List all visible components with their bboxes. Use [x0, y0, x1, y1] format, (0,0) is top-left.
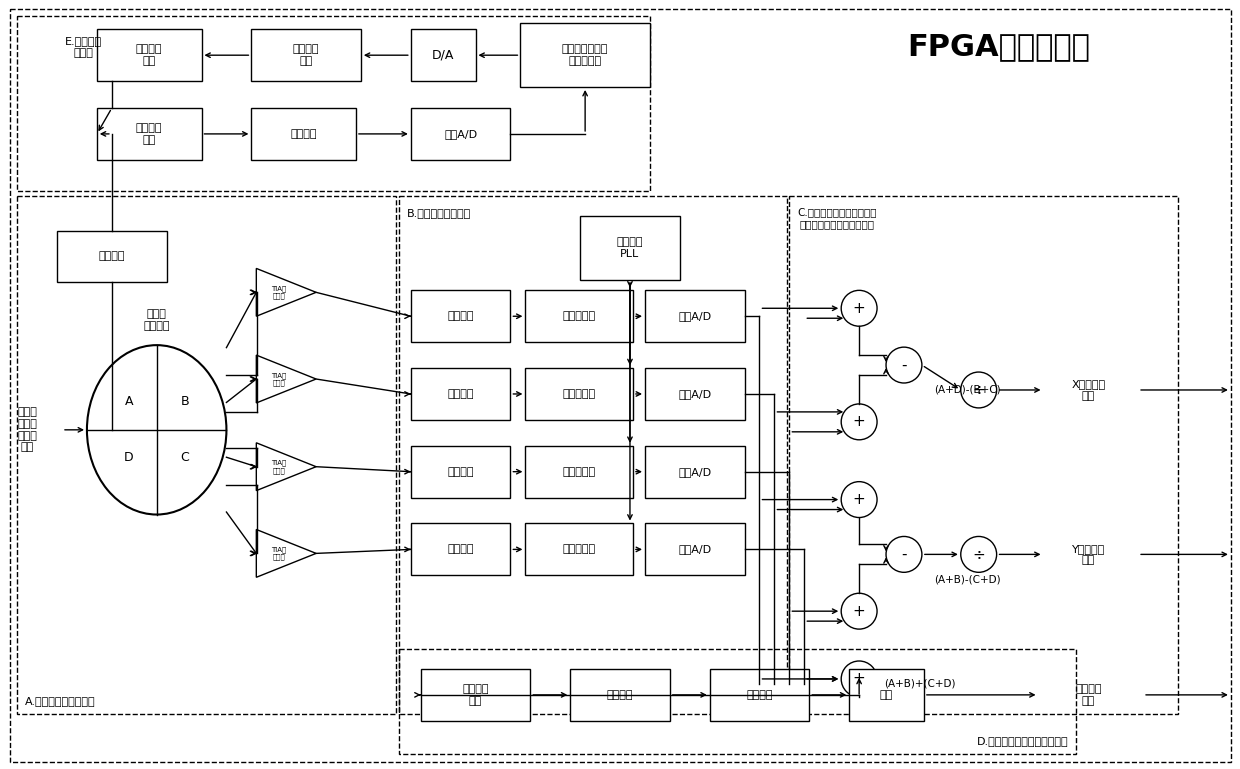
Text: C.位置误差计算、精跟踪控
制误差输出和通信信号提取: C.位置误差计算、精跟踪控 制误差输出和通信信号提取 [797, 208, 877, 229]
Bar [526, 524, 632, 575]
Bar [521, 23, 650, 87]
Bar [420, 669, 531, 721]
Text: X方向误差
输出: X方向误差 输出 [1071, 379, 1105, 401]
Text: ÷: ÷ [972, 547, 985, 562]
Bar [17, 195, 396, 714]
Text: A.光电转换和跨阻放大: A.光电转换和跨阻放大 [25, 696, 95, 706]
Text: B: B [180, 395, 188, 408]
Text: 高速A/D: 高速A/D [678, 389, 712, 399]
Text: 高速A/D: 高速A/D [678, 544, 712, 554]
Text: 温度与电压拟合
曲线查找表: 温度与电压拟合 曲线查找表 [562, 45, 609, 66]
Text: 输入模拟
滤波: 输入模拟 滤波 [136, 123, 162, 145]
Text: TIA跨
阻放大: TIA跨 阻放大 [272, 285, 286, 299]
Text: D: D [124, 451, 134, 464]
Text: A: A [124, 395, 133, 408]
Bar [97, 108, 202, 160]
Text: +: + [853, 492, 866, 507]
Text: TIA跨
阻放大: TIA跨 阻放大 [272, 372, 286, 386]
Bar [790, 195, 1178, 714]
Bar [645, 446, 744, 498]
Bar [410, 368, 511, 420]
Bar [645, 524, 744, 575]
Text: +: + [853, 604, 866, 619]
Text: 低噪声放大: 低噪声放大 [563, 544, 595, 554]
Text: (A+D)-(B+C): (A+D)-(B+C) [934, 385, 1001, 395]
Bar [57, 231, 166, 282]
Text: 低通滤波: 低通滤波 [448, 544, 474, 554]
Text: 四象限
光探测器: 四象限 光探测器 [144, 309, 170, 331]
Text: (A+B)-(C+D): (A+B)-(C+D) [934, 574, 1001, 584]
Text: -: - [901, 547, 906, 562]
Text: 时钟恢复: 时钟恢复 [746, 690, 773, 700]
Text: FPGA全数字处理: FPGA全数字处理 [908, 32, 1090, 61]
Text: 低通滤波: 低通滤波 [448, 311, 474, 321]
Text: +: + [853, 301, 866, 316]
Text: E.探测器温
度补偿: E.探测器温 度补偿 [64, 36, 102, 58]
Bar [849, 669, 924, 721]
Bar [645, 291, 744, 342]
Bar [410, 29, 475, 81]
Text: D.空间光通信信号解调及输出: D.空间光通信信号解调及输出 [977, 736, 1069, 746]
Bar [410, 108, 511, 160]
Text: 低速A/D: 低速A/D [444, 129, 477, 139]
Text: 解调数据
输出: 解调数据 输出 [1075, 684, 1101, 706]
Text: 空间光
精跟踪
和通信
信号: 空间光 精跟踪 和通信 信号 [17, 408, 37, 452]
Text: 幅度检测
控制: 幅度检测 控制 [463, 684, 489, 706]
Text: Y方向误差
输出: Y方向误差 输出 [1071, 544, 1105, 565]
Text: 电压放大: 电压放大 [290, 129, 317, 139]
Bar [252, 108, 356, 160]
Bar [526, 291, 632, 342]
Text: 低噪声放大: 低噪声放大 [563, 467, 595, 477]
Text: C: C [180, 451, 188, 464]
Text: D/A: D/A [432, 48, 454, 62]
Text: 低噪声放大: 低噪声放大 [563, 389, 595, 399]
Bar [709, 669, 810, 721]
Text: 低通滤波: 低通滤波 [448, 389, 474, 399]
Text: (A+B)+(C+D): (A+B)+(C+D) [884, 679, 956, 689]
Text: 光探测器
供电: 光探测器 供电 [136, 45, 162, 66]
Bar [252, 29, 361, 81]
Text: -: - [901, 358, 906, 372]
Bar [410, 291, 511, 342]
Text: ÷: ÷ [972, 382, 985, 398]
Text: 低通滤波: 低通滤波 [448, 467, 474, 477]
Bar [410, 446, 511, 498]
Text: 高速A/D: 高速A/D [678, 311, 712, 321]
Text: TIA跨
阻放大: TIA跨 阻放大 [272, 546, 286, 561]
Text: 有源低通
滤波: 有源低通 滤波 [293, 45, 320, 66]
Bar [570, 669, 670, 721]
Text: 采样时钟
PLL: 采样时钟 PLL [616, 237, 644, 259]
Text: +: + [853, 671, 866, 687]
Text: 高速A/D: 高速A/D [678, 467, 712, 477]
Text: B.低噪声放大和采集: B.低噪声放大和采集 [407, 208, 471, 218]
Text: +: + [853, 414, 866, 429]
Bar [580, 215, 680, 281]
Text: TIA跨
阻放大: TIA跨 阻放大 [272, 460, 286, 474]
Bar [399, 195, 787, 714]
Bar [645, 368, 744, 420]
Text: 判决: 判决 [880, 690, 893, 700]
Bar [97, 29, 202, 81]
Text: 温度检测: 温度检测 [99, 251, 125, 261]
Bar [17, 16, 650, 191]
Bar [526, 446, 632, 498]
Text: 低噪声放大: 低噪声放大 [563, 311, 595, 321]
Bar [410, 524, 511, 575]
Bar [526, 368, 632, 420]
Text: 多相滤波: 多相滤波 [606, 690, 634, 700]
Bar [399, 649, 1076, 754]
